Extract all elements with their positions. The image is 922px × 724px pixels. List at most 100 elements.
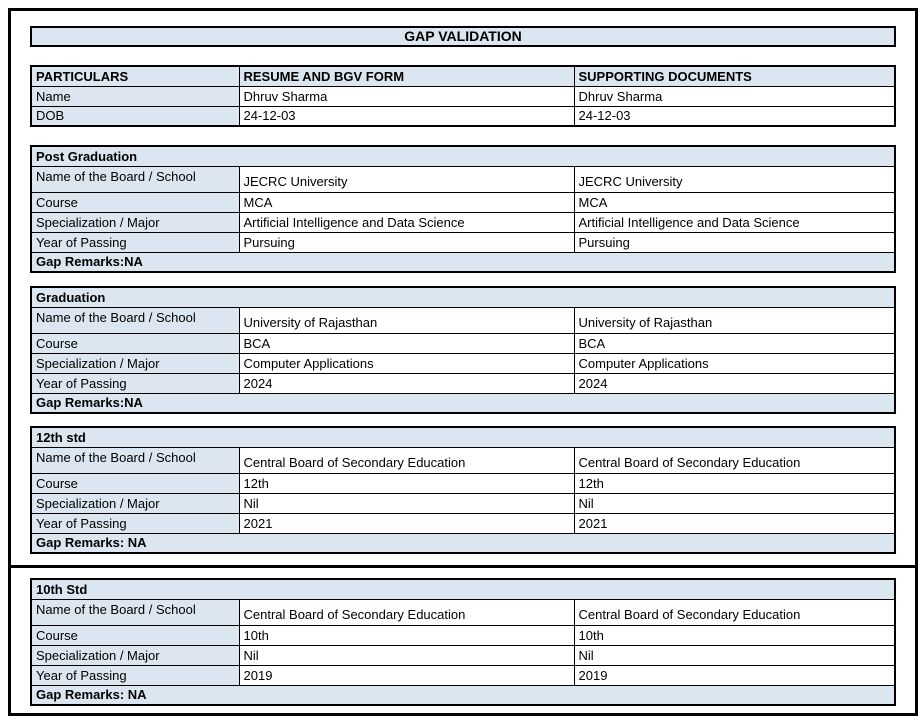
twelfth-std-table: 12th std Name of the Board / School Cent… <box>30 426 896 554</box>
course-supporting-value: 12th <box>573 472 896 494</box>
year-of-passing-row: Year of Passing 2024 2024 <box>30 372 896 394</box>
gap-remarks: Gap Remarks:NA <box>30 251 896 273</box>
course-row: Course MCA MCA <box>30 191 896 213</box>
upper-frame: GAP VALIDATION PARTICULARS RESUME AND BG… <box>8 8 918 568</box>
specialization-label: Specialization / Major <box>30 352 240 374</box>
gap-remarks-row: Gap Remarks:NA <box>30 392 896 414</box>
specialization-row: Specialization / Major Artificial Intell… <box>30 211 896 233</box>
course-label: Course <box>30 332 240 354</box>
resume-bgv-form-header: RESUME AND BGV FORM <box>238 65 575 87</box>
board-school-supporting-value: Central Board of Secondary Education <box>573 446 896 474</box>
course-supporting-value: MCA <box>573 191 896 213</box>
dob-label: DOB <box>30 105 240 127</box>
section-title: 12th std <box>30 426 896 448</box>
board-school-row: Name of the Board / School Central Board… <box>30 446 896 474</box>
name-resume-value: Dhruv Sharma <box>238 85 575 107</box>
year-of-passing-supporting-value: 2019 <box>573 664 896 686</box>
name-row: Name Dhruv Sharma Dhruv Sharma <box>30 85 896 107</box>
name-label: Name <box>30 85 240 107</box>
board-school-resume-value: Central Board of Secondary Education <box>238 598 575 626</box>
specialization-resume-value: Nil <box>238 644 575 666</box>
course-resume-value: 10th <box>238 624 575 646</box>
specialization-label: Specialization / Major <box>30 211 240 233</box>
board-school-resume-value: JECRC University <box>238 165 575 193</box>
gap-remarks-row: Gap Remarks:NA <box>30 251 896 273</box>
year-of-passing-label: Year of Passing <box>30 664 240 686</box>
course-resume-value: BCA <box>238 332 575 354</box>
section-title: 10th Std <box>30 578 896 600</box>
section-title: Post Graduation <box>30 145 896 167</box>
course-supporting-value: BCA <box>573 332 896 354</box>
dob-supporting-value: 24-12-03 <box>573 105 896 127</box>
board-school-resume-value: University of Rajasthan <box>238 306 575 334</box>
specialization-row: Specialization / Major Nil Nil <box>30 492 896 514</box>
specialization-resume-value: Computer Applications <box>238 352 575 374</box>
gap-remarks: Gap Remarks:NA <box>30 392 896 414</box>
board-school-row: Name of the Board / School University of… <box>30 306 896 334</box>
course-label: Course <box>30 191 240 213</box>
year-of-passing-resume-value: 2021 <box>238 512 575 534</box>
course-row: Course 10th 10th <box>30 624 896 646</box>
course-row: Course 12th 12th <box>30 472 896 494</box>
dob-row: DOB 24-12-03 24-12-03 <box>30 105 896 127</box>
specialization-label: Specialization / Major <box>30 644 240 666</box>
course-row: Course BCA BCA <box>30 332 896 354</box>
particulars-table: PARTICULARS RESUME AND BGV FORM SUPPORTI… <box>30 65 896 127</box>
post-graduation-table: Post Graduation Name of the Board / Scho… <box>30 145 896 273</box>
section-title-row: Post Graduation <box>30 145 896 167</box>
tenth-std-table: 10th Std Name of the Board / School Cent… <box>30 578 896 706</box>
course-label: Course <box>30 472 240 494</box>
particulars-header-row: PARTICULARS RESUME AND BGV FORM SUPPORTI… <box>30 65 896 87</box>
board-school-label: Name of the Board / School <box>30 446 240 474</box>
supporting-documents-header: SUPPORTING DOCUMENTS <box>573 65 896 87</box>
course-resume-value: MCA <box>238 191 575 213</box>
section-title-row: 12th std <box>30 426 896 448</box>
document-title: GAP VALIDATION <box>30 26 896 47</box>
year-of-passing-supporting-value: Pursuing <box>573 231 896 253</box>
lower-frame: 10th Std Name of the Board / School Cent… <box>8 565 918 716</box>
particulars-header: PARTICULARS <box>30 65 240 87</box>
board-school-label: Name of the Board / School <box>30 598 240 626</box>
year-of-passing-label: Year of Passing <box>30 372 240 394</box>
gap-remarks: Gap Remarks: NA <box>30 532 896 554</box>
section-title-row: 10th Std <box>30 578 896 600</box>
graduation-table: Graduation Name of the Board / School Un… <box>30 286 896 414</box>
dob-resume-value: 24-12-03 <box>238 105 575 127</box>
specialization-supporting-value: Artificial Intelligence and Data Science <box>573 211 896 233</box>
year-of-passing-label: Year of Passing <box>30 231 240 253</box>
board-school-label: Name of the Board / School <box>30 306 240 334</box>
gap-remarks: Gap Remarks: NA <box>30 684 896 706</box>
board-school-resume-value: Central Board of Secondary Education <box>238 446 575 474</box>
board-school-row: Name of the Board / School JECRC Univers… <box>30 165 896 193</box>
year-of-passing-resume-value: 2019 <box>238 664 575 686</box>
year-of-passing-resume-value: Pursuing <box>238 231 575 253</box>
section-title: Graduation <box>30 286 896 308</box>
board-school-supporting-value: JECRC University <box>573 165 896 193</box>
course-label: Course <box>30 624 240 646</box>
year-of-passing-supporting-value: 2021 <box>573 512 896 534</box>
specialization-row: Specialization / Major Nil Nil <box>30 644 896 666</box>
year-of-passing-supporting-value: 2024 <box>573 372 896 394</box>
board-school-label: Name of the Board / School <box>30 165 240 193</box>
course-resume-value: 12th <box>238 472 575 494</box>
year-of-passing-label: Year of Passing <box>30 512 240 534</box>
year-of-passing-row: Year of Passing Pursuing Pursuing <box>30 231 896 253</box>
specialization-supporting-value: Nil <box>573 492 896 514</box>
gap-remarks-row: Gap Remarks: NA <box>30 532 896 554</box>
year-of-passing-row: Year of Passing 2019 2019 <box>30 664 896 686</box>
specialization-resume-value: Artificial Intelligence and Data Science <box>238 211 575 233</box>
specialization-label: Specialization / Major <box>30 492 240 514</box>
section-title-row: Graduation <box>30 286 896 308</box>
year-of-passing-resume-value: 2024 <box>238 372 575 394</box>
gap-remarks-row: Gap Remarks: NA <box>30 684 896 706</box>
board-school-supporting-value: University of Rajasthan <box>573 306 896 334</box>
board-school-supporting-value: Central Board of Secondary Education <box>573 598 896 626</box>
specialization-row: Specialization / Major Computer Applicat… <box>30 352 896 374</box>
course-supporting-value: 10th <box>573 624 896 646</box>
specialization-supporting-value: Nil <box>573 644 896 666</box>
name-supporting-value: Dhruv Sharma <box>573 85 896 107</box>
year-of-passing-row: Year of Passing 2021 2021 <box>30 512 896 534</box>
board-school-row: Name of the Board / School Central Board… <box>30 598 896 626</box>
specialization-supporting-value: Computer Applications <box>573 352 896 374</box>
